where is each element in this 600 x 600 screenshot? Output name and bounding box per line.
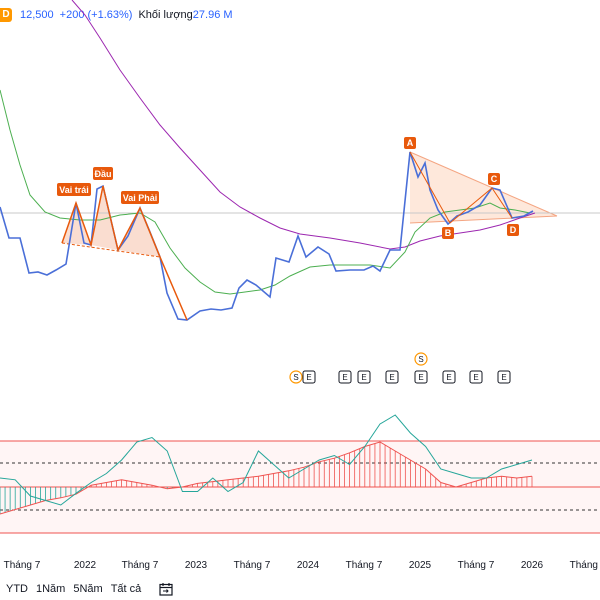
triangle-label-c: C	[488, 173, 500, 185]
x-tick-label: 2023	[185, 560, 208, 571]
earnings-event-label: E	[501, 373, 506, 382]
exchange-badge[interactable]: D	[0, 8, 12, 22]
earnings-event-marker[interactable]: E	[357, 370, 371, 384]
volume-label: Khối lượng	[138, 9, 193, 21]
earnings-event-label: E	[389, 373, 394, 382]
triangle-path	[409, 151, 513, 224]
range-all[interactable]: Tất cả	[110, 583, 142, 595]
triangle-fill	[410, 152, 557, 223]
triangle-lower	[409, 215, 558, 224]
right-shoulder-fill	[118, 208, 160, 257]
head-fill	[91, 186, 118, 250]
svg-text:A: A	[407, 138, 414, 148]
stock-chart[interactable]: Vai trái Đầu Vai Phải A B C D S S E E E E E E…	[0, 0, 600, 578]
x-tick-label: 2022	[74, 560, 97, 571]
rsi-signal-line	[0, 441, 533, 515]
x-tick-label: Tháng 7	[570, 560, 600, 571]
left-shoulder-fill	[62, 203, 91, 245]
range-selector: YTD 1Năm 5Năm Tất cả	[0, 578, 600, 600]
moving-average-slow	[71, 0, 536, 250]
price-change: +200 (+1.63%)	[59, 9, 133, 21]
earnings-event-marker[interactable]: E	[385, 370, 399, 384]
earnings-event-label: E	[418, 373, 423, 382]
earnings-event-marker[interactable]: E	[302, 370, 316, 384]
x-tick-label: Tháng 7	[458, 560, 495, 571]
range-5-year[interactable]: 5Năm	[73, 583, 103, 595]
neckline	[61, 242, 161, 258]
triangle-label-a: A	[404, 137, 416, 149]
earnings-event-marker[interactable]: E	[469, 370, 483, 384]
x-tick-label: 2025	[409, 560, 432, 571]
x-tick-label: Tháng 7	[122, 560, 159, 571]
volume-value: 27.96 M	[192, 9, 233, 21]
svg-text:Đầu: Đầu	[94, 169, 111, 179]
triangle-label-b: B	[442, 227, 454, 239]
svg-text:Vai trái: Vai trái	[59, 185, 89, 195]
price-line	[0, 151, 534, 321]
svg-text:C: C	[491, 174, 498, 184]
earnings-event-marker[interactable]: E	[414, 370, 428, 384]
earnings-event-label: E	[446, 373, 451, 382]
triangle-label-d: D	[507, 224, 519, 236]
svg-text:B: B	[445, 228, 452, 238]
x-tick-label: Tháng 7	[234, 560, 271, 571]
rsi-line	[0, 414, 533, 506]
svg-text:S: S	[418, 355, 423, 364]
range-1-year[interactable]: 1Năm	[36, 583, 66, 595]
earnings-event-label: E	[342, 373, 347, 382]
earnings-event-marker[interactable]: E	[338, 370, 352, 384]
symbol-header: D 12,500 +200 (+1.63%) Khối lượng 27.96 …	[0, 0, 600, 30]
x-tick-label: 2026	[521, 560, 544, 571]
pattern-label-right-shoulder: Vai Phải	[121, 191, 159, 204]
head-shoulders-path	[61, 185, 188, 321]
x-tick-label: Tháng 7	[4, 560, 41, 571]
range-ytd[interactable]: YTD	[6, 583, 28, 595]
dividend-marker[interactable]: S	[289, 370, 303, 384]
earnings-event-label: E	[361, 373, 366, 382]
calendar-icon[interactable]	[159, 582, 173, 596]
svg-text:S: S	[293, 373, 298, 382]
dividend-marker[interactable]: S	[414, 352, 428, 366]
svg-text:D: D	[510, 225, 517, 235]
earnings-event-marker[interactable]: E	[442, 370, 456, 384]
last-price: 12,500	[20, 9, 54, 21]
x-tick-label: 2024	[297, 560, 320, 571]
triangle-upper	[409, 151, 558, 217]
earnings-event-label: E	[473, 373, 478, 382]
earnings-event-label: E	[306, 373, 311, 382]
pattern-label-head: Đầu	[93, 167, 113, 180]
earnings-event-marker[interactable]: E	[497, 370, 511, 384]
svg-text:Vai Phải: Vai Phải	[123, 193, 158, 203]
x-tick-label: Tháng 7	[346, 560, 383, 571]
pattern-label-left-shoulder: Vai trái	[57, 183, 91, 196]
